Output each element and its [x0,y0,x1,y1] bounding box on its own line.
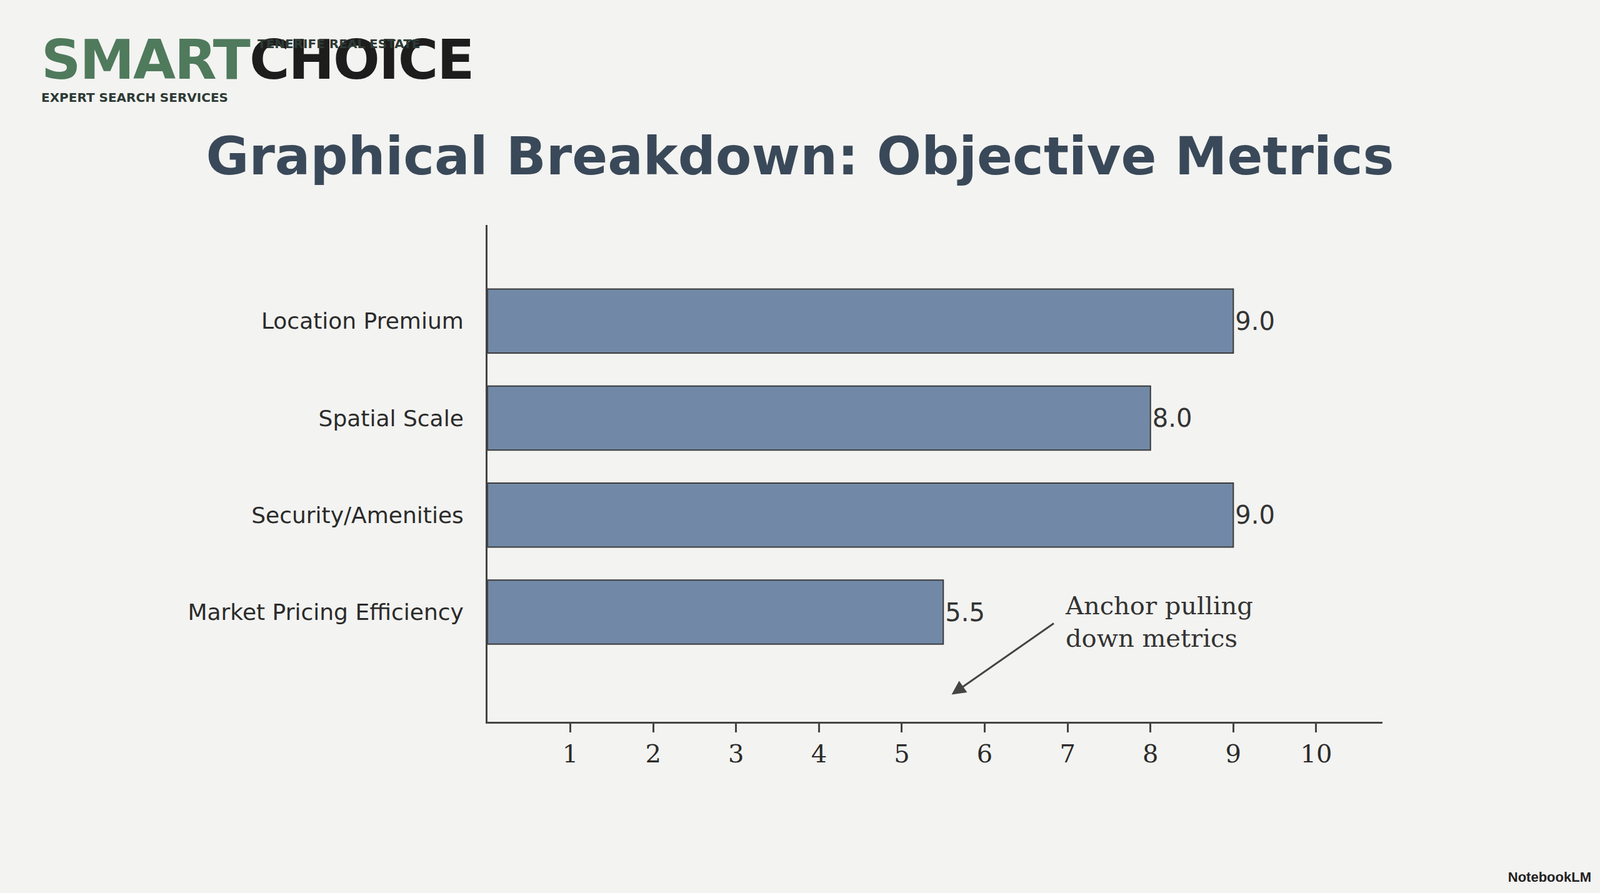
html-text:NotebookLM: NotebookLM [1508,869,1592,885]
svg-text:9: 9 [1225,739,1242,769]
svg-text:10: 10 [1300,739,1332,769]
svg-text:8.0: 8.0 [1152,403,1193,433]
html-text:SMART CHOICE: SMART CHOICE [41,27,474,92]
svg-text:5.5: 5.5 [945,598,985,627]
svg-text:3: 3 [728,739,744,769]
svg-text:7: 7 [1059,739,1075,769]
svg-text:9.0: 9.0 [1235,500,1275,530]
svg-text:Location Premium: Location Premium [261,308,464,334]
svg-text:1: 1 [562,739,579,769]
svg-text:Spatial Scale: Spatial Scale [318,405,464,432]
svg-text:2: 2 [645,739,661,769]
html-text:TENERIFE REAL ESTATE: TENERIFE REAL ESTATE [257,36,421,52]
svg-text:5: 5 [893,739,910,769]
svg-text:Anchor pullingdown metrics: Anchor pullingdown metrics [1065,591,1254,653]
svg-text:Market Pricing Efficiency: Market Pricing Efficiency [187,599,464,625]
svg-text:Security/Amenities: Security/Amenities [251,502,464,529]
html-text:EXPERT SEARCH SERVICES: EXPERT SEARCH SERVICES [41,90,229,105]
svg-text:4: 4 [811,739,827,769]
svg-text:9.0: 9.0 [1235,306,1275,336]
svg-text:6: 6 [976,739,993,769]
svg-text:Graphical Breakdown: Objective: Graphical Breakdown: Objective Metrics [205,125,1394,187]
svg-text:8: 8 [1142,739,1159,769]
